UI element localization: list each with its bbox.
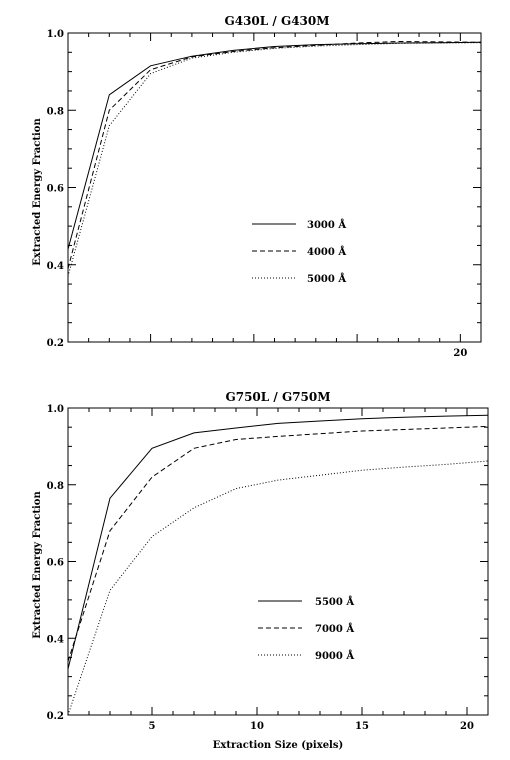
legend: 3000 Å 4000 Å 5000 Å: [252, 219, 346, 285]
x-tick-label: 20: [460, 721, 474, 732]
legend-label: 5000 Å: [307, 273, 346, 285]
plot-frame: [67, 407, 489, 716]
chart-title: G750L / G750M: [225, 390, 330, 404]
series-line: [67, 41, 482, 250]
series-line: [67, 414, 489, 670]
y-axis-label: Extracted Energy Fraction: [32, 118, 43, 266]
series-group: [67, 40, 482, 277]
series-line: [67, 425, 489, 662]
y-tick-label: 0.6: [47, 558, 64, 569]
x-tick-label: 5: [149, 721, 156, 732]
y-tick-label: 0.4: [47, 634, 64, 645]
y-tick-label: 1.0: [47, 29, 64, 40]
series-group: [67, 414, 489, 716]
legend: 5500 Å 7000 Å 9000 Å: [258, 596, 354, 662]
legend-label: 5500 Å: [315, 596, 354, 608]
series-line: [67, 460, 489, 716]
x-tick-label: 10: [250, 721, 264, 732]
ticks: 5 10 15 20 0.2 0.4 0.6 0.8 1.0: [47, 404, 489, 732]
chart-title: G430L / G430M: [224, 14, 329, 28]
chart-panel-top: G430L / G430M Extracted Energy Fraction …: [32, 14, 482, 359]
ticks: 20 0.2 0.4 0.6 0.8 1.0: [47, 29, 482, 359]
y-axis-label: Extracted Energy Fraction: [32, 491, 43, 639]
y-tick-label: 0.8: [47, 106, 64, 117]
y-tick-label: 0.4: [47, 261, 64, 272]
legend-label: 4000 Å: [307, 246, 346, 258]
plot-frame: [67, 32, 482, 343]
x-axis-label: Extraction Size (pixels): [213, 740, 343, 751]
y-tick-label: 0.6: [47, 184, 64, 195]
y-tick-label: 0.2: [47, 338, 64, 349]
y-tick-label: 0.2: [47, 711, 64, 722]
series-line: [67, 40, 482, 269]
chart-panel-bottom: G750L / G750M Extracted Energy Fraction …: [32, 390, 489, 751]
series-line: [67, 42, 482, 277]
legend-label: 9000 Å: [315, 650, 354, 662]
legend-label: 7000 Å: [315, 623, 354, 635]
legend-label: 3000 Å: [307, 219, 346, 231]
y-tick-label: 1.0: [47, 404, 64, 415]
y-tick-label: 0.8: [47, 481, 64, 492]
x-tick-label: 20: [453, 348, 467, 359]
x-tick-label: 15: [355, 721, 369, 732]
